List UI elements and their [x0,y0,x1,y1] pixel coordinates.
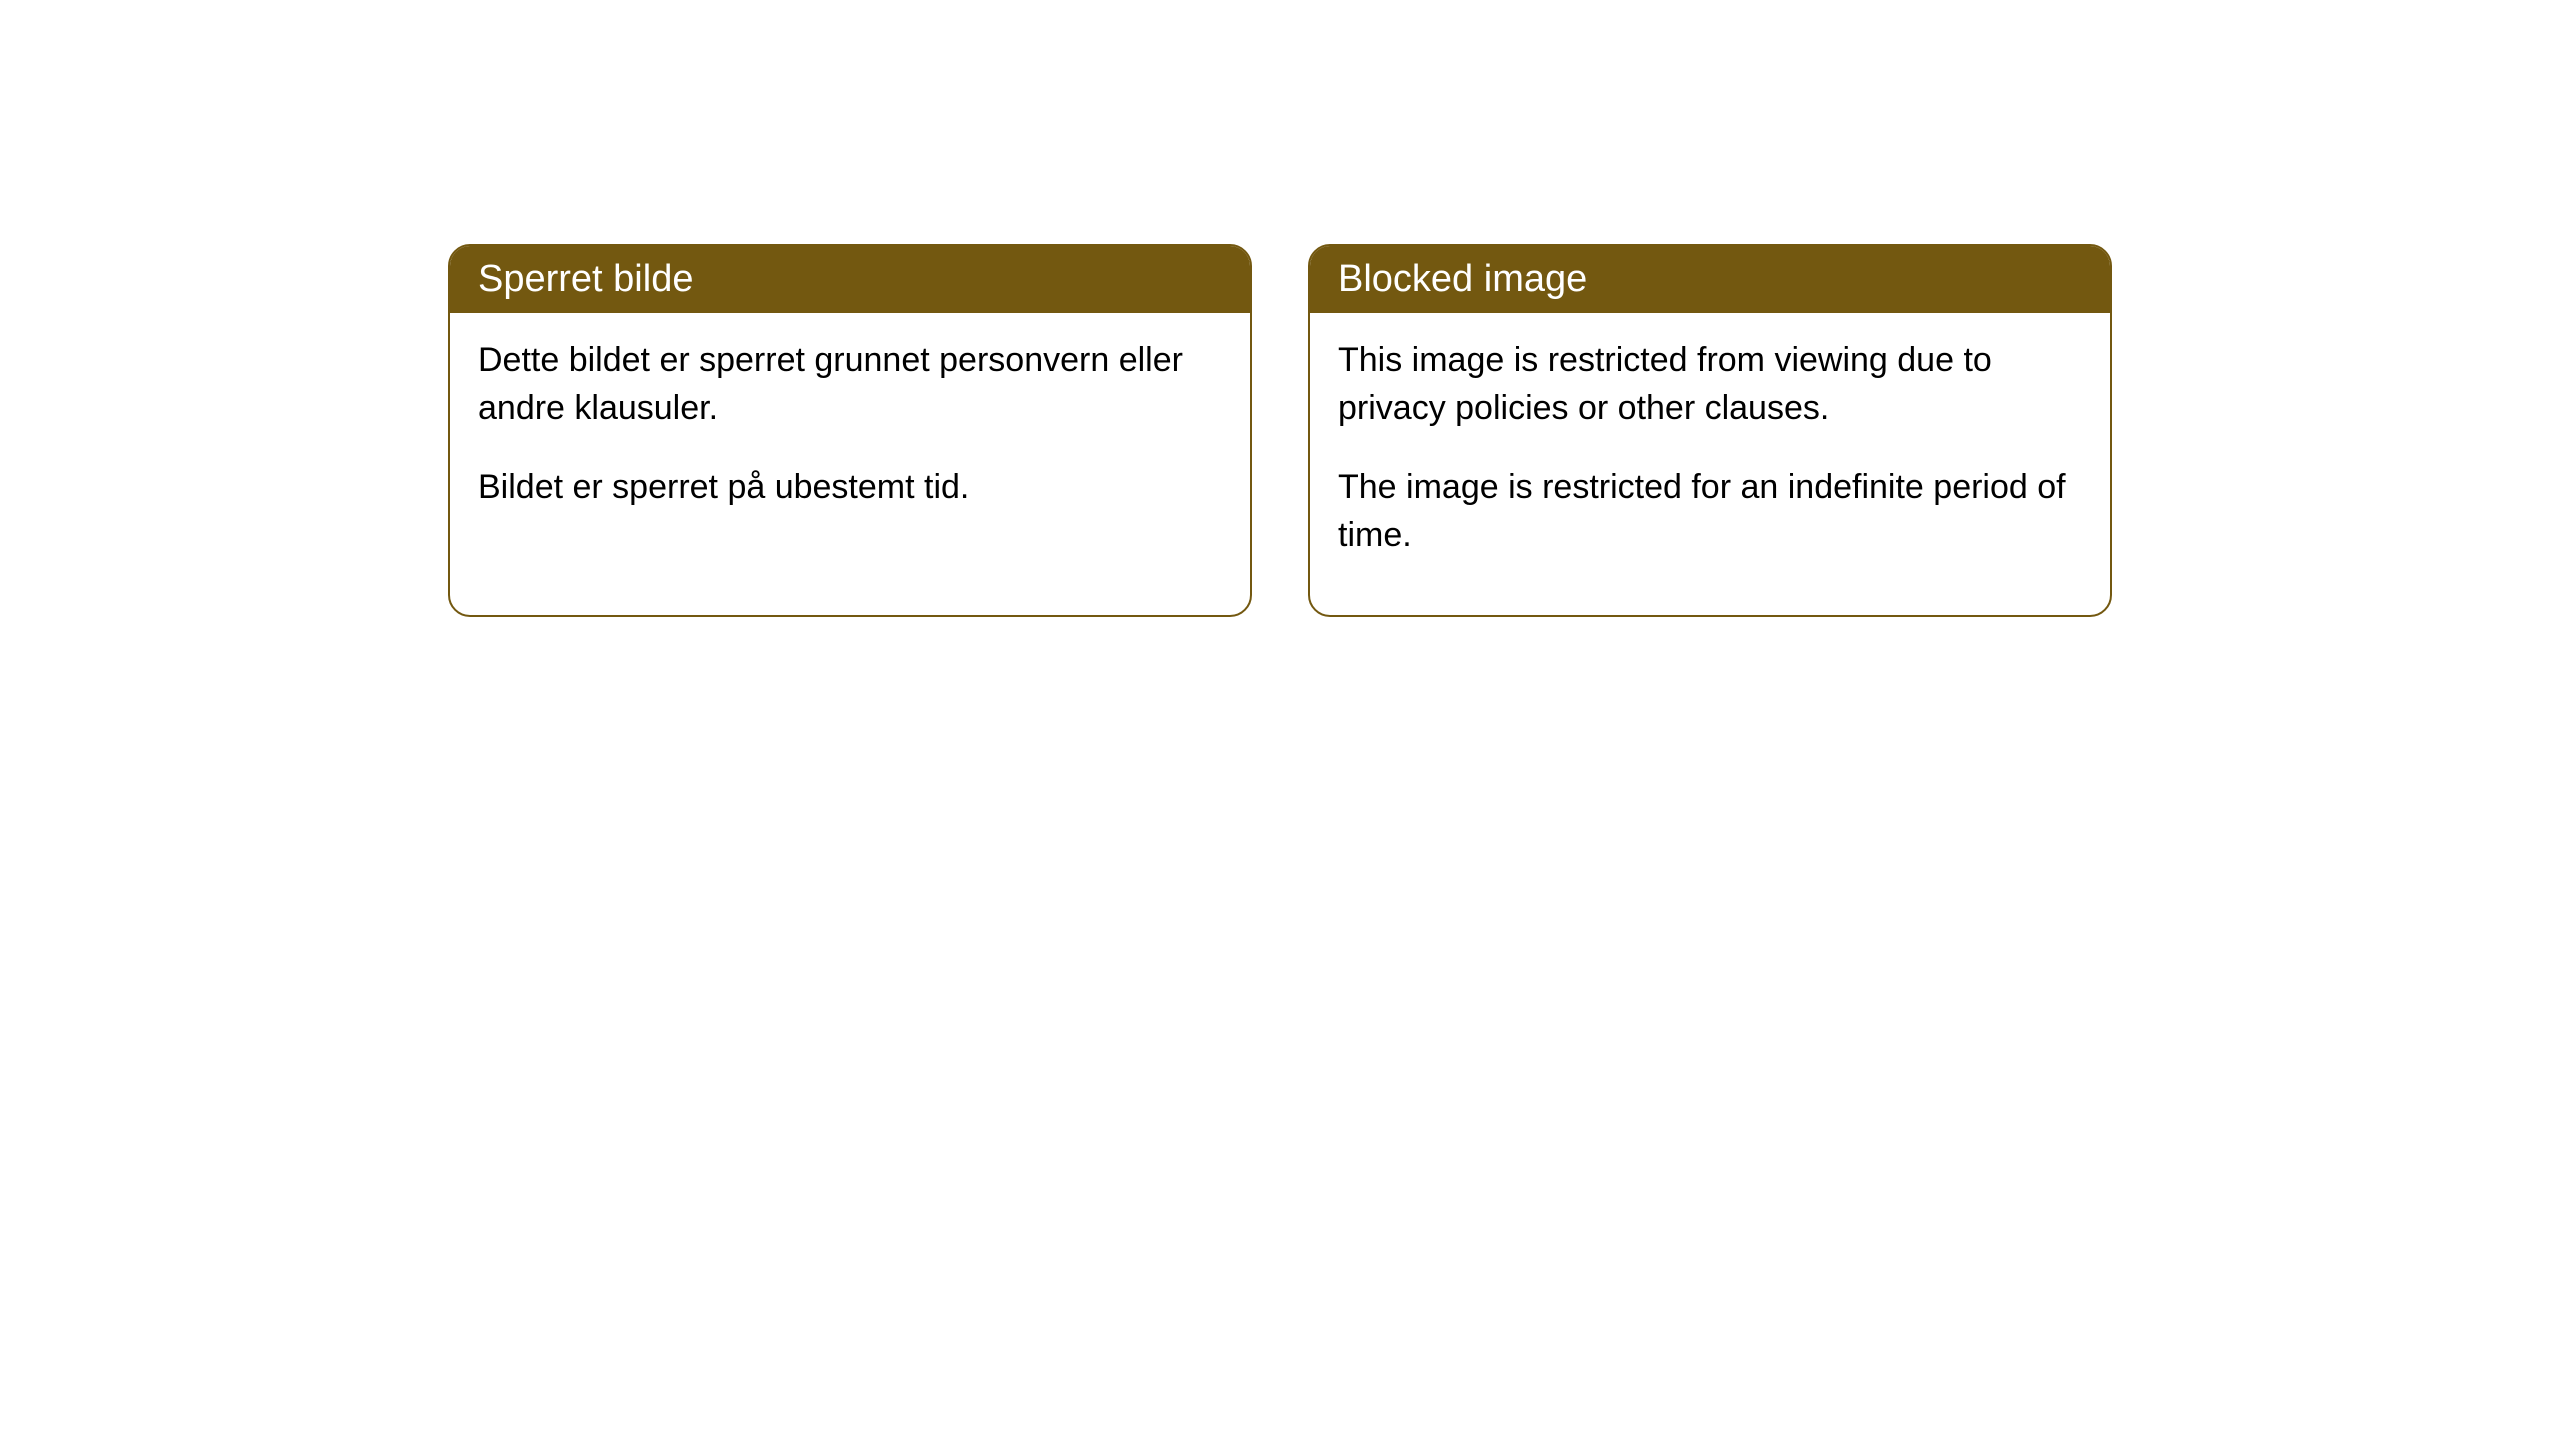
card-paragraph-1: This image is restricted from viewing du… [1338,337,2082,432]
card-title: Sperret bilde [478,258,693,300]
card-paragraph-1: Dette bildet er sperret grunnet personve… [478,337,1222,432]
card-title: Blocked image [1338,258,1587,300]
card-paragraph-2: Bildet er sperret på ubestemt tid. [478,464,1222,512]
notice-card-norwegian: Sperret bilde Dette bildet er sperret gr… [448,244,1252,617]
card-body: Dette bildet er sperret grunnet personve… [450,313,1250,568]
card-header: Sperret bilde [450,246,1250,313]
notice-card-english: Blocked image This image is restricted f… [1308,244,2112,617]
card-paragraph-2: The image is restricted for an indefinit… [1338,464,2082,559]
card-header: Blocked image [1310,246,2110,313]
notice-container: Sperret bilde Dette bildet er sperret gr… [0,0,2560,617]
card-body: This image is restricted from viewing du… [1310,313,2110,615]
